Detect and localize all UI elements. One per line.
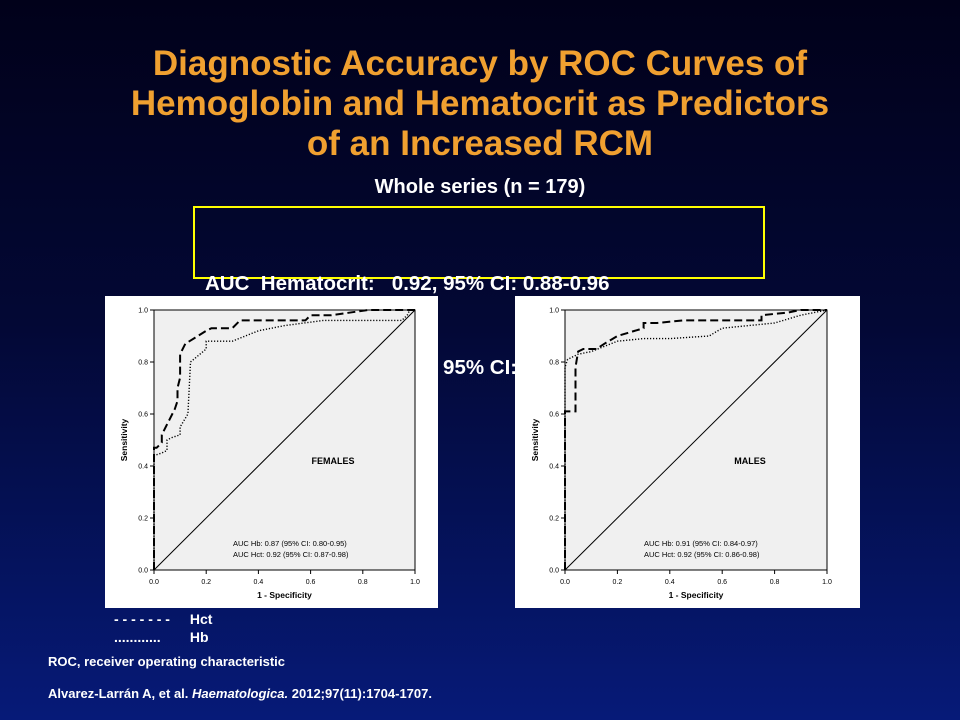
x-tick-label: 0.2 bbox=[201, 579, 211, 586]
roc-curve-hct bbox=[153, 309, 415, 570]
y-tick-label: 0.8 bbox=[549, 360, 559, 367]
dotted-line-symbol: ............ bbox=[114, 629, 161, 645]
females-chart-panel: 0.0 0.0 0.2 0.2 0.4 0.4 0.6 0.6 0.8 0.8 1.0 1.0 1 - … bbox=[105, 296, 438, 608]
x-axis-label: 1 - Specificity bbox=[257, 590, 312, 600]
legend-item-hb: ............ Hb bbox=[114, 629, 209, 645]
title-line-3: of an Increased RCM bbox=[306, 124, 654, 163]
y-tick-label: 0.4 bbox=[138, 464, 148, 471]
x-tick-label: 0.6 bbox=[717, 579, 727, 586]
slide-title: Diagnostic Accuracy by ROC Curves of Hem… bbox=[40, 44, 920, 164]
subtitle: Whole series (n = 179) bbox=[374, 176, 586, 198]
citation-journal: Haematologica. bbox=[192, 686, 289, 701]
y-tick-label: 0.8 bbox=[138, 360, 148, 367]
x-tick-label: 0.8 bbox=[770, 579, 780, 586]
legend-label-hct: Hct bbox=[189, 611, 213, 627]
auc-annotation: AUC Hb: 0.91 (95% CI: 0.84-0.97) bbox=[644, 539, 758, 548]
auc-annotation: AUC Hct: 0.92 (95% CI: 0.86-0.98) bbox=[644, 550, 760, 559]
y-tick-label: 0.6 bbox=[138, 412, 148, 419]
x-tick-label: 0.4 bbox=[254, 579, 264, 586]
y-axis-label: Sensitivity bbox=[119, 418, 129, 461]
citation-authors: Alvarez-Larrán A, et al. bbox=[48, 686, 189, 701]
roc-curve-hct bbox=[564, 309, 827, 570]
auc-annotation: AUC Hct: 0.92 (95% CI: 0.87-0.98) bbox=[233, 550, 349, 559]
x-tick-label: 0.4 bbox=[665, 579, 675, 586]
y-tick-label: 0.0 bbox=[138, 568, 148, 575]
reference-diagonal bbox=[564, 309, 828, 571]
y-tick-label: 0.2 bbox=[549, 516, 559, 523]
citation: Alvarez-Larrán A, et al. Haematologica. … bbox=[48, 686, 432, 701]
y-tick-label: 0.6 bbox=[549, 412, 559, 419]
dashed-line-symbol: - - - - - - - bbox=[114, 611, 170, 627]
x-axis-label: 1 - Specificity bbox=[669, 590, 724, 600]
roc-curve-hb bbox=[153, 309, 415, 570]
abbreviation-footnote: ROC, receiver operating characteristic bbox=[48, 654, 285, 669]
auc-annotation: AUC Hb: 0.87 (95% CI: 0.80-0.95) bbox=[233, 539, 347, 548]
x-tick-label: 0.6 bbox=[306, 579, 316, 586]
citation-details: 2012;97(11):1704-1707. bbox=[291, 686, 432, 701]
y-tick-label: 0.2 bbox=[138, 516, 148, 523]
y-tick-label: 1.0 bbox=[138, 308, 148, 315]
auc-summary-box: AUC Hematocrit: 0.92, 95% CI: 0.88-0.96 … bbox=[193, 206, 765, 379]
x-tick-label: 0.2 bbox=[613, 579, 623, 586]
legend-label-hb: Hb bbox=[189, 629, 209, 645]
panel-label: FEMALES bbox=[311, 456, 354, 466]
y-tick-label: 1.0 bbox=[549, 308, 559, 315]
y-tick-label: 0.4 bbox=[549, 464, 559, 471]
males-chart-panel: 0.0 0.0 0.2 0.2 0.4 0.4 0.6 0.6 0.8 0.8 1.0 1.0 1 - … bbox=[515, 296, 860, 608]
auc-hematocrit-line: AUC Hematocrit: 0.92, 95% CI: 0.88-0.96 bbox=[205, 272, 610, 295]
x-tick-label: 1.0 bbox=[822, 579, 832, 586]
males-roc-chart: 0.00.0 0.2 0.2 0.4 0.4 0.6 0.6 0.8 0.8 1.0 1.0 1 - … bbox=[530, 308, 832, 601]
roc-curve-hb bbox=[564, 309, 828, 570]
x-tick-label: 0.0 bbox=[149, 579, 159, 586]
x-tick-label: 0.8 bbox=[358, 579, 368, 586]
x-tick-label: 0.0 bbox=[560, 579, 570, 586]
legend-item-hct: - - - - - - - Hct bbox=[114, 611, 212, 627]
title-line-2: Hemoglobin and Hematocrit as Predictors bbox=[130, 84, 830, 123]
females-roc-chart: 0.00.0 0.2 0.2 0.4 0.4 0.6 0.6 0.8 0.8 1.0 1.0 1 - … bbox=[119, 308, 420, 601]
x-tick-label: 1.0 bbox=[410, 579, 420, 586]
y-axis-label: Sensitivity bbox=[530, 418, 540, 461]
title-line-1: Diagnostic Accuracy by ROC Curves of bbox=[152, 44, 808, 83]
reference-diagonal bbox=[153, 309, 416, 571]
y-tick-label: 0.0 bbox=[549, 568, 559, 575]
panel-label: MALES bbox=[734, 456, 766, 466]
